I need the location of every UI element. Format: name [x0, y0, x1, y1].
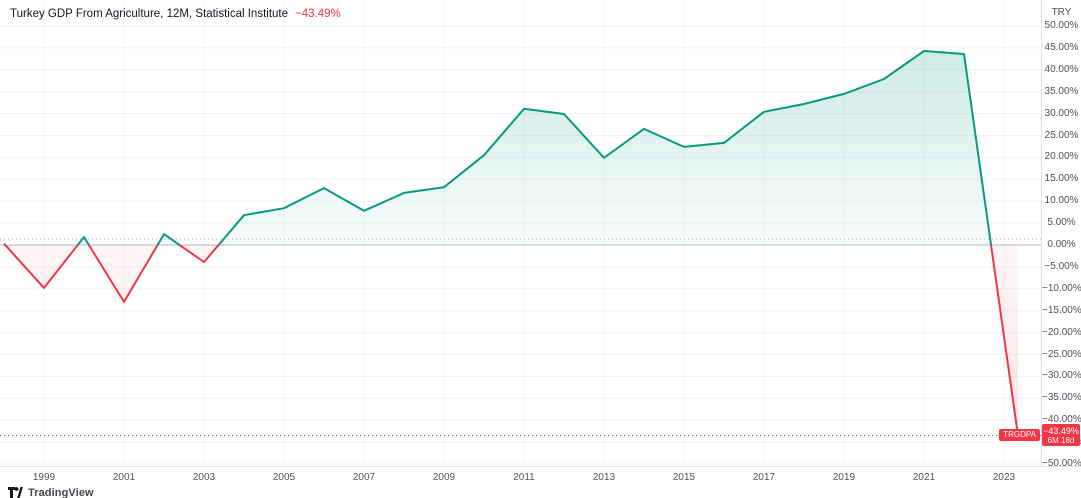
- legend[interactable]: Turkey GDP From Agriculture, 12M, Statis…: [10, 7, 341, 22]
- price-tick-label: 0.00%: [1047, 239, 1076, 250]
- price-tick-label: 45.00%: [1044, 41, 1079, 53]
- time-tick-label: 2023: [992, 472, 1016, 483]
- time-tick-label: 2009: [432, 472, 456, 483]
- price-axis[interactable]: TRY 50.00% 45.00% 40.00% 35.00% 30.00% 25.00%…: [1042, 0, 1081, 469]
- last-value-badge: −43.49% 6M 18d: [1042, 424, 1080, 447]
- last-value-label: −43.49%: [1043, 426, 1079, 437]
- currency-label: TRY: [1051, 7, 1072, 18]
- time-tick-label: 2019: [832, 472, 856, 483]
- time-tick-label: 2015: [672, 472, 696, 483]
- tradingview-attribution[interactable]: TradingView: [8, 487, 94, 498]
- price-tick-label: −40.00%: [1042, 414, 1081, 426]
- legend-change-value: −43.49%: [295, 8, 341, 20]
- time-tick-label: 2021: [912, 472, 936, 483]
- time-tick-label: 2013: [592, 472, 616, 483]
- time-tick-label: 2017: [752, 472, 776, 483]
- bar-countdown-label: 6M 18d: [1047, 436, 1075, 446]
- price-tick-label: −30.00%: [1042, 370, 1081, 382]
- price-tick-label: −25.00%: [1042, 348, 1081, 360]
- legend-title[interactable]: Turkey GDP From Agriculture, 12M, Statis…: [10, 8, 289, 20]
- price-tick-label: 30.00%: [1044, 107, 1079, 119]
- time-tick-label: 2007: [352, 472, 376, 483]
- time-axis-border: [0, 466, 1081, 467]
- time-tick-label: 2011: [513, 472, 535, 483]
- price-tick-label: 50.00%: [1044, 20, 1079, 31]
- area-series: [3, 50, 1019, 436]
- price-tick-label: −15.00%: [1042, 304, 1081, 316]
- price-tick-label: 15.00%: [1044, 173, 1079, 185]
- price-chart-canvas: [0, 0, 1041, 466]
- price-tick-label: 20.00%: [1044, 151, 1079, 163]
- price-tick-label: −5.00%: [1044, 260, 1079, 272]
- price-tick-label: −20.00%: [1042, 326, 1081, 338]
- time-tick-label: 2001: [112, 472, 136, 483]
- price-tick-label: 10.00%: [1044, 195, 1079, 207]
- time-axis[interactable]: 1999 2001 2003 2005 2007 2009 2011 2013 2015 2017…: [0, 467, 1081, 489]
- price-tick-label: 25.00%: [1044, 129, 1079, 141]
- price-tick-label: −10.00%: [1042, 282, 1081, 294]
- price-tick-label: 35.00%: [1044, 85, 1079, 97]
- last-value-ticker-badge: TRGDPA: [999, 428, 1040, 441]
- price-tick-label: 40.00%: [1044, 63, 1079, 75]
- price-tick-label: −50.00%: [1042, 458, 1081, 469]
- time-tick-label: 2005: [272, 472, 296, 483]
- chart-pane[interactable]: Turkey GDP From Agriculture, 12M, Statis…: [0, 0, 1041, 466]
- price-tick-label: −35.00%: [1042, 392, 1081, 404]
- tradingview-logo-icon: [8, 487, 23, 498]
- time-tick-label: 1999: [32, 472, 56, 483]
- price-tick-label: 5.00%: [1047, 217, 1076, 229]
- price-axis-border: [1041, 0, 1042, 466]
- time-tick-label: 2003: [192, 472, 216, 483]
- tradingview-wordmark: TradingView: [28, 487, 94, 498]
